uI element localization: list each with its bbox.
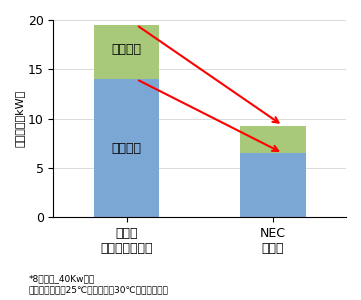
Text: 送風電力: 送風電力 bbox=[112, 43, 142, 56]
Text: 圧縮電力: 圧縮電力 bbox=[112, 142, 142, 155]
Text: *8ラック_40Kw相当
　ラック吸気：25℃、外気温：30℃の実証データ: *8ラック_40Kw相当 ラック吸気：25℃、外気温：30℃の実証データ bbox=[29, 274, 169, 294]
Bar bbox=[240, 125, 306, 153]
Bar bbox=[93, 79, 160, 217]
Y-axis label: 消費電力［kW］: 消費電力［kW］ bbox=[15, 90, 25, 147]
Bar bbox=[240, 153, 306, 217]
Bar bbox=[93, 25, 160, 79]
